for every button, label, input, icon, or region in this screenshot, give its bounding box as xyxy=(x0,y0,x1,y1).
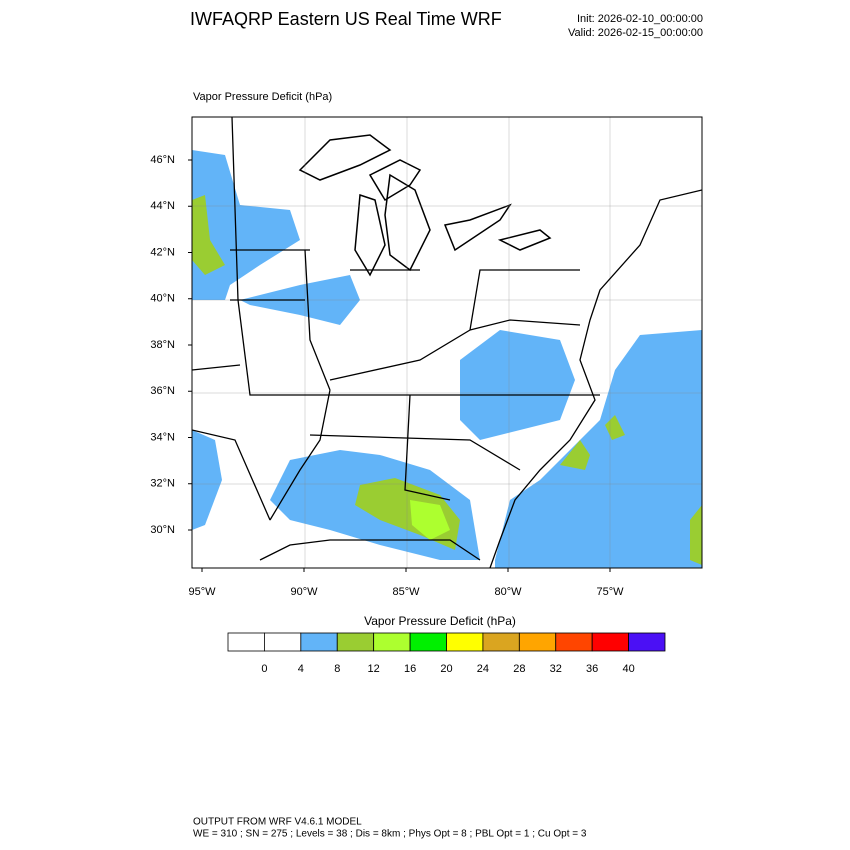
footer-line: OUTPUT FROM WRF V4.6.1 MODEL xyxy=(193,817,362,828)
colorbar-label: 24 xyxy=(477,663,489,675)
map-frame xyxy=(191,116,703,569)
colorbar-box xyxy=(628,632,666,652)
lat-labels: 46°N 44°N 42°N 40°N 38°N 36°N 34°N 32°N 30°N xyxy=(150,154,192,536)
colorbar-box xyxy=(446,632,484,652)
valid-time: Valid: 2026-02-15_00:00:00 xyxy=(568,27,703,39)
lon-labels: 95°W 90°W 85°W 80°W 75°W xyxy=(188,568,624,598)
colorbar-label: 12 xyxy=(368,663,380,675)
lat-label: 32°N xyxy=(150,478,175,490)
colorbar-box xyxy=(482,632,520,652)
lat-label: 30°N xyxy=(150,524,175,536)
lat-label: 36°N xyxy=(150,385,175,397)
lon-label: 85°W xyxy=(392,586,420,598)
colorbar-box xyxy=(373,632,411,652)
colorbar-box xyxy=(227,632,265,652)
lat-label: 34°N xyxy=(150,431,175,443)
colorbar-label: 32 xyxy=(550,663,562,675)
footer-line: WE = 310 ; SN = 275 ; Levels = 38 ; Dis … xyxy=(193,829,587,840)
colorbar-box xyxy=(555,632,593,652)
colorbar-label: 8 xyxy=(334,663,340,675)
lat-label: 42°N xyxy=(150,246,175,258)
vpd-area xyxy=(192,430,222,530)
colorbar-label: 4 xyxy=(298,663,304,675)
title: IWFAQRP Eastern US Real Time WRF xyxy=(190,9,502,29)
colorbar-label: 28 xyxy=(513,663,525,675)
lat-label: 38°N xyxy=(150,339,175,351)
init-time: Init: 2026-02-10_00:00:00 xyxy=(577,13,703,25)
graticule xyxy=(192,117,702,568)
colorbar-box xyxy=(518,632,557,652)
colorbar-label: 16 xyxy=(404,663,416,675)
colorbar-box xyxy=(409,632,447,652)
vpd-area-lime xyxy=(410,500,450,540)
lon-label: 90°W xyxy=(290,586,318,598)
vpd-area-green xyxy=(192,195,225,275)
lat-label: 46°N xyxy=(150,154,175,166)
colorbar: 0 4 8 12 16 20 24 28 32 36 40 xyxy=(227,632,666,675)
colorbar-label: 36 xyxy=(586,663,598,675)
coastline xyxy=(259,189,702,568)
lon-label: 95°W xyxy=(188,586,216,598)
colorbar-label: 0 xyxy=(261,663,267,675)
lat-label: 40°N xyxy=(150,293,175,305)
lon-label: 75°W xyxy=(596,586,624,598)
colorbar-box xyxy=(336,632,375,652)
field-label: Vapor Pressure Deficit (hPa) xyxy=(193,91,332,103)
vpd-area xyxy=(460,330,575,440)
colorbar-label: 20 xyxy=(440,663,452,675)
colorbar-box xyxy=(300,632,338,652)
lon-label: 80°W xyxy=(494,586,522,598)
ocean-field xyxy=(495,330,702,568)
colorbar-label: 40 xyxy=(622,663,634,675)
map xyxy=(192,117,702,568)
colorbar-title: Vapor Pressure Deficit (hPa) xyxy=(364,614,516,628)
colorbar-box xyxy=(591,632,629,652)
state-borders xyxy=(192,117,600,521)
colorbar-box xyxy=(264,632,302,652)
lat-label: 44°N xyxy=(150,200,175,212)
